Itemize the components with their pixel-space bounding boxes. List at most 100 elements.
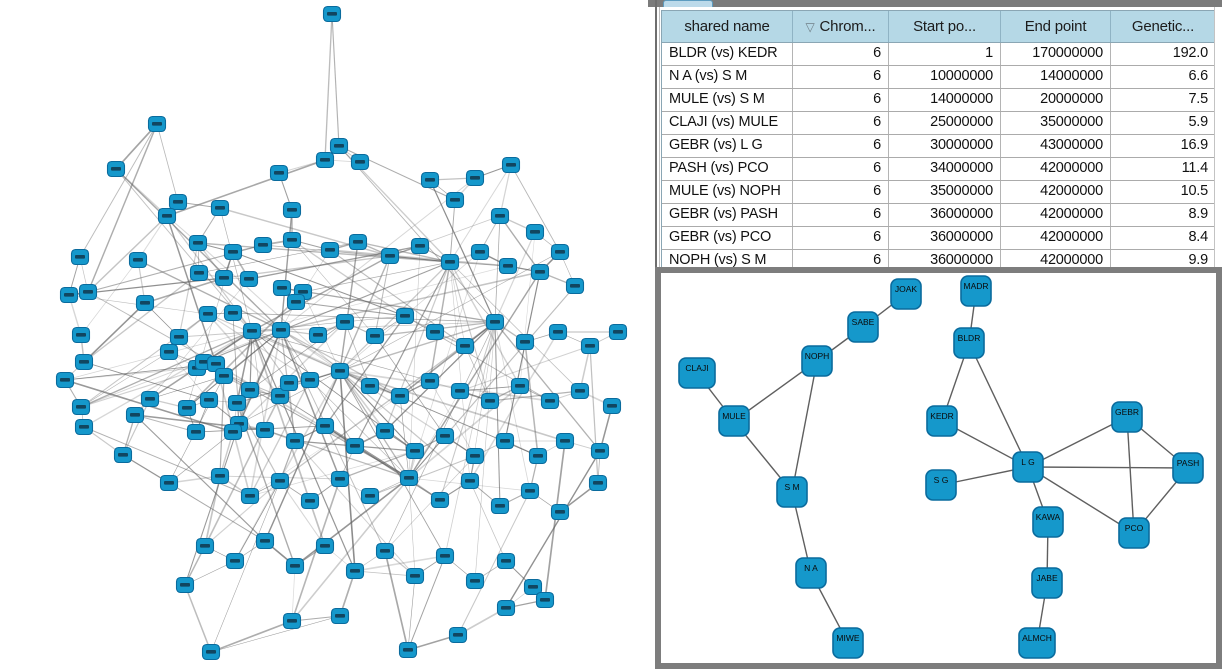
main-network-canvas[interactable] (0, 0, 655, 669)
network-node[interactable] (375, 542, 395, 560)
network-node[interactable] (315, 537, 335, 555)
network-node[interactable] (590, 442, 610, 460)
network-node[interactable] (460, 472, 480, 490)
network-node[interactable] (128, 251, 148, 269)
network-node[interactable] (365, 327, 385, 345)
network-node[interactable] (255, 421, 275, 439)
network-node[interactable] (348, 233, 368, 251)
network-node[interactable] (315, 151, 335, 169)
network-node[interactable] (528, 447, 548, 465)
table-row[interactable]: NOPH (vs) S M 6 36000000 42000000 9.9 (662, 250, 1215, 272)
network-node[interactable] (380, 247, 400, 265)
table-row[interactable]: GEBR (vs) PCO 6 36000000 42000000 8.4 (662, 227, 1215, 250)
table-row[interactable]: MULE (vs) S M 6 14000000 20000000 7.5 (662, 89, 1215, 112)
network-node[interactable] (269, 164, 289, 182)
network-node[interactable] (255, 532, 275, 550)
node-MULE[interactable]: MULE (718, 405, 750, 437)
network-node[interactable] (320, 241, 340, 259)
network-node[interactable] (445, 191, 465, 209)
network-node[interactable] (565, 277, 585, 295)
node-JABE[interactable]: JABE (1031, 567, 1063, 599)
network-node[interactable] (405, 567, 425, 585)
node-MADR[interactable]: MADR (960, 275, 992, 307)
network-node[interactable] (308, 326, 328, 344)
table-row[interactable]: PASH (vs) PCO 6 34000000 42000000 11.4 (662, 158, 1215, 181)
network-node[interactable] (300, 371, 320, 389)
network-node[interactable] (74, 353, 94, 371)
network-node[interactable] (465, 447, 485, 465)
network-node[interactable] (270, 472, 290, 490)
network-node[interactable] (496, 552, 516, 570)
network-node[interactable] (480, 392, 500, 410)
column-header-shared-name[interactable]: shared name (662, 11, 793, 42)
network-node[interactable] (550, 503, 570, 521)
network-node[interactable] (501, 156, 521, 174)
network-node[interactable] (395, 307, 415, 325)
network-node[interactable] (282, 201, 302, 219)
node-GEBR[interactable]: GEBR (1111, 401, 1143, 433)
network-node[interactable] (470, 243, 490, 261)
network-node[interactable] (523, 578, 543, 596)
node-L-G[interactable]: L G (1012, 451, 1044, 483)
network-node[interactable] (329, 137, 349, 155)
network-node[interactable] (214, 269, 234, 287)
network-node[interactable] (214, 367, 234, 385)
network-node[interactable] (125, 406, 145, 424)
node-MIWE[interactable]: MIWE (832, 627, 864, 659)
network-node[interactable] (360, 487, 380, 505)
network-node[interactable] (570, 382, 590, 400)
table-row[interactable]: BLDR (vs) KEDR 6 1 170000000 192.0 (662, 43, 1215, 66)
network-node[interactable] (201, 643, 221, 661)
node-BLDR[interactable]: BLDR (953, 327, 985, 359)
network-node[interactable] (223, 243, 243, 261)
network-node[interactable] (498, 257, 518, 275)
column-header-start-po-[interactable]: Start po... (889, 11, 1001, 42)
network-node[interactable] (588, 474, 608, 492)
network-node[interactable] (279, 374, 299, 392)
network-node[interactable] (399, 469, 419, 487)
network-node[interactable] (113, 446, 133, 464)
network-node[interactable] (490, 207, 510, 225)
network-node[interactable] (490, 497, 510, 515)
network-node[interactable] (188, 234, 208, 252)
network-node[interactable] (315, 417, 335, 435)
node-S-G[interactable]: S G (925, 469, 957, 501)
network-node[interactable] (210, 467, 230, 485)
network-node[interactable] (199, 391, 219, 409)
network-node[interactable] (530, 263, 550, 281)
network-node[interactable] (496, 599, 516, 617)
vertical-scrollbar-track[interactable] (1214, 7, 1222, 267)
network-node[interactable] (272, 279, 292, 297)
network-node[interactable] (223, 304, 243, 322)
network-node[interactable] (210, 199, 230, 217)
column-header-end-point[interactable]: End point (1001, 11, 1111, 42)
network-node[interactable] (555, 432, 575, 450)
detail-network-canvas[interactable]: JOAK SABE NOPH CLAJI MULE S M N A MIWE MADR BLDR K… (661, 273, 1216, 663)
network-node[interactable] (186, 423, 206, 441)
node-JOAK[interactable]: JOAK (890, 278, 922, 310)
network-node[interactable] (71, 398, 91, 416)
network-node[interactable] (420, 171, 440, 189)
network-node[interactable] (322, 5, 342, 23)
table-row[interactable]: GEBR (vs) PASH 6 36000000 42000000 8.9 (662, 204, 1215, 227)
network-node[interactable] (405, 442, 425, 460)
network-node[interactable] (169, 328, 189, 346)
network-node[interactable] (350, 153, 370, 171)
network-node[interactable] (55, 371, 75, 389)
node-SABE[interactable]: SABE (847, 311, 879, 343)
network-node[interactable] (525, 223, 545, 241)
panel-tab-fragment[interactable] (663, 0, 713, 7)
column-header-chrom-[interactable]: ▽ Chrom... (793, 11, 889, 42)
network-node[interactable] (242, 322, 262, 340)
network-node[interactable] (465, 169, 485, 187)
network-node[interactable] (159, 343, 179, 361)
network-node[interactable] (535, 591, 555, 609)
table-row[interactable]: CLAJI (vs) MULE 6 25000000 35000000 5.9 (662, 112, 1215, 135)
network-node[interactable] (74, 418, 94, 436)
network-node[interactable] (495, 432, 515, 450)
node-ALMCH[interactable]: ALMCH (1018, 627, 1056, 659)
node-NOPH[interactable]: NOPH (801, 345, 833, 377)
network-node[interactable] (435, 427, 455, 445)
network-node[interactable] (390, 387, 410, 405)
network-node[interactable] (608, 323, 628, 341)
